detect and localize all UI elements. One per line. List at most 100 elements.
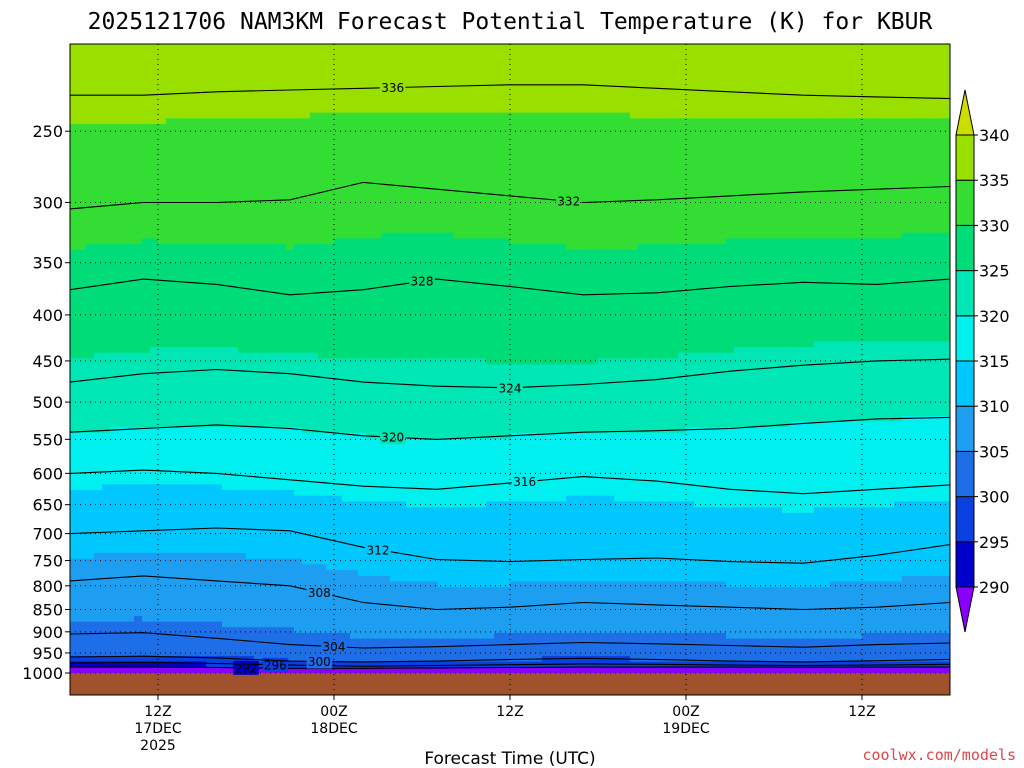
theta-cell (86, 89, 95, 97)
theta-cell (302, 209, 311, 217)
theta-cell (206, 535, 215, 543)
theta-cell (326, 146, 335, 154)
theta-cell (118, 472, 127, 480)
theta-cell (286, 518, 295, 525)
theta-cell (358, 146, 367, 154)
theta-cell (310, 101, 319, 108)
theta-cell (94, 106, 103, 114)
theta-cell (286, 152, 295, 159)
theta-cell (270, 135, 279, 142)
theta-cell (310, 66, 319, 74)
theta-cell (142, 101, 151, 108)
theta-cell (422, 358, 431, 365)
theta-cell (206, 467, 215, 474)
theta-cell (78, 267, 87, 274)
theta-cell (238, 118, 247, 125)
theta-cell (286, 558, 295, 565)
theta-cell (326, 101, 335, 108)
theta-cell (102, 490, 111, 497)
theta-cell (390, 347, 399, 354)
theta-cell (238, 226, 247, 234)
theta-cell (246, 615, 255, 623)
theta-cell (406, 570, 415, 577)
theta-cell (246, 324, 255, 331)
theta-cell (358, 44, 367, 51)
theta-cell (254, 158, 263, 165)
theta-cell (150, 204, 159, 211)
theta-cell (198, 490, 207, 497)
theta-cell (86, 101, 95, 108)
theta-cell (222, 238, 231, 245)
theta-cell (294, 244, 303, 251)
theta-cell (270, 512, 279, 520)
theta-cell (174, 472, 183, 480)
theta-cell (94, 587, 103, 594)
theta-cell (422, 295, 431, 302)
theta-cell (70, 501, 79, 508)
theta-cell (350, 164, 359, 171)
theta-cell (150, 255, 159, 262)
theta-cell (342, 61, 351, 68)
theta-cell (230, 507, 239, 514)
theta-cell (134, 472, 143, 480)
theta-cell (166, 472, 175, 480)
theta-cell (350, 284, 359, 291)
theta-cell (262, 501, 271, 508)
theta-cell (246, 427, 255, 434)
theta-cell (102, 78, 111, 85)
theta-cell (350, 324, 359, 331)
theta-cell (142, 444, 151, 451)
theta-cell (118, 621, 127, 628)
theta-cell (190, 135, 199, 142)
theta-cell (334, 164, 343, 171)
theta-cell (230, 289, 239, 297)
theta-cell (414, 118, 423, 125)
theta-cell (310, 158, 319, 165)
theta-cell (302, 490, 311, 497)
theta-cell (334, 598, 343, 605)
theta-cell (150, 146, 159, 154)
theta-cell (310, 427, 319, 434)
theta-cell (310, 530, 319, 537)
theta-cell (374, 84, 383, 91)
theta-cell (318, 530, 327, 537)
theta-cell (238, 152, 247, 159)
theta-cell (126, 106, 135, 114)
theta-cell (342, 369, 351, 377)
theta-cell (270, 129, 279, 137)
theta-cell (366, 364, 375, 371)
theta-cell (246, 518, 255, 525)
theta-cell (102, 44, 111, 51)
theta-cell (78, 278, 87, 285)
theta-cell (222, 581, 231, 588)
theta-cell (398, 570, 407, 577)
theta-cell (342, 249, 351, 257)
theta-cell (286, 232, 295, 240)
theta-cell (422, 141, 431, 148)
theta-cell (398, 547, 407, 554)
theta-cell (214, 444, 223, 451)
theta-cell (142, 358, 151, 365)
theta-cell (294, 398, 303, 405)
theta-cell (342, 49, 351, 57)
theta-cell (150, 141, 159, 148)
theta-cell (286, 638, 295, 646)
theta-cell (102, 518, 111, 525)
theta-cell (230, 295, 239, 302)
theta-cell (94, 644, 103, 651)
theta-cell (398, 655, 407, 663)
theta-cell (70, 598, 79, 605)
theta-cell (166, 124, 175, 131)
theta-cell (198, 72, 207, 79)
theta-cell (254, 530, 263, 537)
theta-cell (270, 644, 279, 651)
theta-cell (94, 135, 103, 142)
theta-cell (350, 592, 359, 600)
theta-cell (150, 415, 159, 422)
theta-cell (350, 375, 359, 382)
theta-cell (342, 530, 351, 537)
theta-cell (342, 615, 351, 623)
theta-cell (206, 72, 215, 79)
theta-cell (278, 621, 287, 628)
theta-cell (134, 61, 143, 68)
